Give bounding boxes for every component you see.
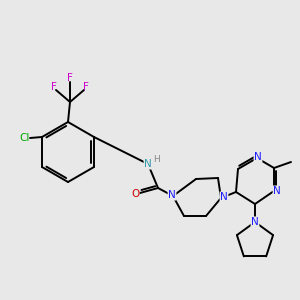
Text: F: F [83,82,89,92]
Text: N: N [220,192,228,202]
Text: N: N [144,159,152,169]
Text: F: F [67,73,73,83]
Text: F: F [51,82,57,92]
Text: H: H [153,154,159,164]
Text: N: N [168,190,176,200]
Text: N: N [251,217,259,227]
Text: N: N [273,186,281,196]
Text: N: N [254,152,262,162]
Text: O: O [131,189,139,199]
Text: Cl: Cl [20,133,30,143]
